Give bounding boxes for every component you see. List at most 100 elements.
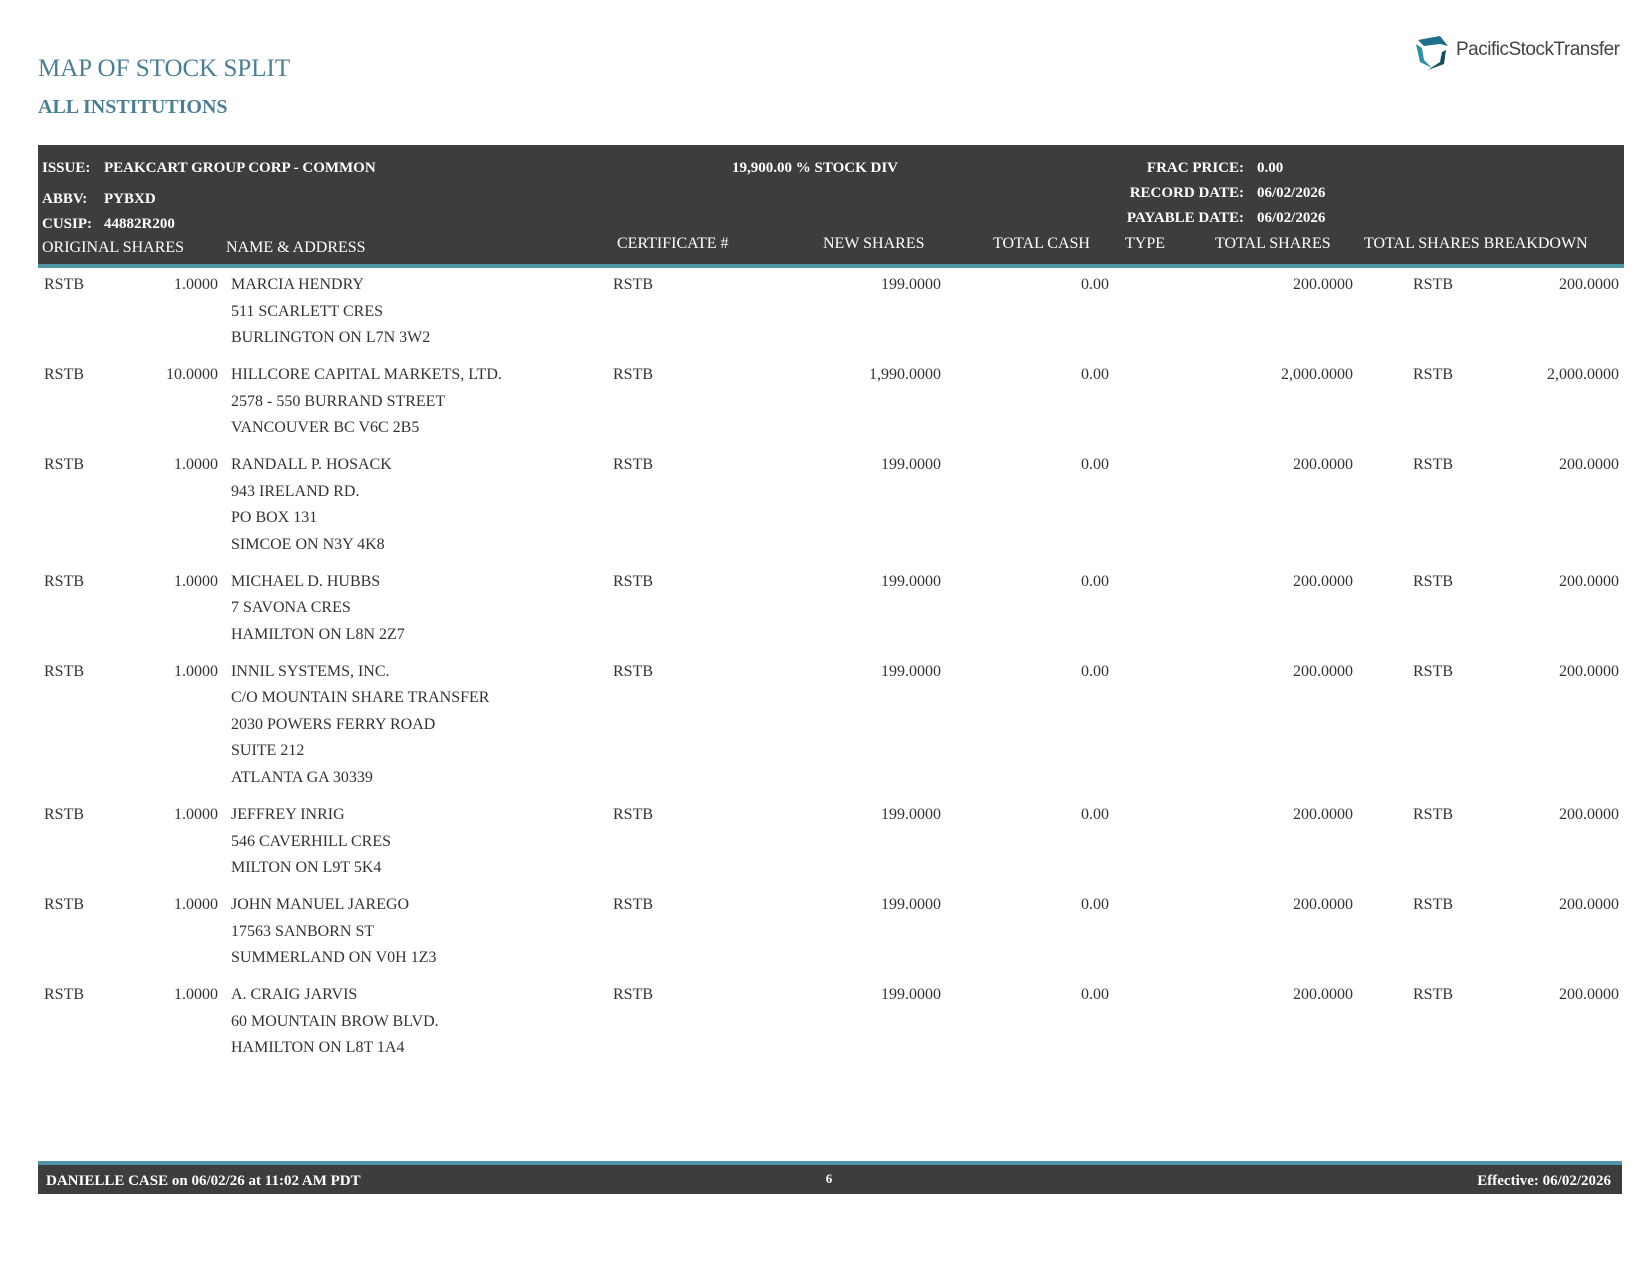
name-address-line: JOHN MANUEL JAREGO — [231, 896, 410, 914]
type: RSTB — [44, 896, 85, 914]
total-cash: 0.00 — [1081, 896, 1109, 914]
certificate: RSTB — [613, 456, 654, 474]
type: RSTB — [44, 572, 85, 590]
footer-user: DANIELLE CASE on 06/02/26 at 11:02 AM PD… — [46, 1173, 361, 1189]
name-address-line: 511 SCARLETT CRES — [231, 302, 384, 320]
total-shares: 200.0000 — [1293, 456, 1353, 474]
column-header: CERTIFICATE # — [617, 235, 729, 252]
issue: PEAKCART GROUP CORP - COMMON — [104, 160, 376, 176]
name-address-line: SIMCOE ON N3Y 4K8 — [231, 535, 385, 553]
name-address-line: JEFFREY INRIG — [231, 806, 345, 823]
name-address-line: SUMMERLAND ON V0H 1Z3 — [231, 949, 437, 967]
breakdown-shares: 200.0000 — [1559, 276, 1619, 293]
name-address-line: HAMILTON ON L8T 1A4 — [231, 1039, 405, 1057]
logo-icon — [1416, 36, 1448, 70]
type: RSTB — [44, 806, 85, 823]
column-header: NEW SHARES — [823, 235, 925, 252]
name-address-line: 60 MOUNTAIN BROW BLVD. — [231, 1012, 439, 1030]
abbv-label: ABBV: — [42, 191, 88, 207]
name-address-line: 2578 - 550 BURRAND STREET — [231, 392, 446, 410]
total-cash: 0.00 — [1081, 806, 1109, 823]
record-date-label: RECORD DATE: — [1129, 185, 1244, 201]
frac-price-label: FRAC PRICE: — [1146, 160, 1244, 176]
name-address-line: 2030 POWERS FERRY ROAD — [231, 715, 436, 733]
logo-text: PacificStockTransfer — [1456, 39, 1620, 60]
certificate: RSTB — [613, 276, 654, 293]
name-address-line: HAMILTON ON L8N 2Z7 — [231, 625, 405, 643]
new-shares: 199.0000 — [881, 986, 941, 1004]
header-band — [38, 145, 1624, 268]
original-shares: 1.0000 — [174, 806, 218, 823]
name-address-line: SUITE 212 — [231, 742, 305, 760]
breakdown-type: RSTB — [1413, 276, 1454, 293]
name-address-line: MICHAEL D. HUBBS — [231, 572, 381, 590]
name-address-line: INNIL SYSTEMS, INC. — [231, 662, 390, 680]
column-header: TYPE — [1125, 235, 1165, 252]
certificate: RSTB — [613, 806, 654, 823]
original-shares: 1.0000 — [174, 276, 218, 293]
frac-price: 0.00 — [1257, 160, 1284, 176]
certificate: RSTB — [613, 572, 654, 590]
breakdown-shares: 200.0000 — [1559, 986, 1619, 1004]
name-address-line: PO BOX 131 — [231, 509, 318, 527]
type: RSTB — [44, 662, 85, 680]
cusip-label: CUSIP: — [42, 216, 93, 232]
new-shares: 199.0000 — [881, 806, 941, 823]
name-address-line: 17563 SANBORN ST — [231, 922, 375, 940]
breakdown-type: RSTB — [1413, 662, 1454, 680]
report-title: MAP OF STOCK SPLIT — [38, 55, 291, 82]
name-address-line: MILTON ON L9T 5K4 — [231, 859, 382, 876]
breakdown-type: RSTB — [1413, 806, 1454, 823]
footer-band — [38, 1161, 1622, 1194]
original-shares: 1.0000 — [174, 572, 218, 590]
total-cash: 0.00 — [1081, 662, 1109, 680]
dividend: 19,900.00 % STOCK DIV — [732, 160, 898, 176]
certificate: RSTB — [613, 986, 654, 1004]
total-cash: 0.00 — [1081, 456, 1109, 474]
payable-date: 06/02/2026 — [1257, 210, 1326, 226]
name-address-line: RANDALL P. HOSACK — [231, 456, 392, 474]
breakdown-type: RSTB — [1413, 456, 1454, 474]
original-shares: 1.0000 — [174, 662, 218, 680]
total-shares: 200.0000 — [1293, 662, 1353, 680]
new-shares: 199.0000 — [881, 456, 941, 474]
breakdown-shares: 200.0000 — [1559, 572, 1619, 590]
column-header: TOTAL CASH — [993, 235, 1090, 252]
breakdown-shares: 200.0000 — [1559, 456, 1619, 474]
name-address-line: 7 SAVONA CRES — [231, 599, 351, 617]
issue-label: ISSUE: — [42, 160, 91, 176]
page-number: 6 — [825, 1171, 833, 1186]
total-shares: 200.0000 — [1293, 986, 1353, 1004]
breakdown-shares: 2,000.0000 — [1547, 366, 1619, 384]
new-shares: 199.0000 — [881, 572, 941, 590]
certificate: RSTB — [613, 366, 654, 384]
total-cash: 0.00 — [1081, 572, 1109, 590]
type: RSTB — [44, 986, 85, 1004]
new-shares: 199.0000 — [881, 662, 941, 680]
type: RSTB — [44, 366, 85, 384]
total-cash: 0.00 — [1081, 986, 1109, 1004]
total-shares: 2,000.0000 — [1281, 366, 1353, 384]
name-address-line: A. CRAIG JARVIS — [231, 986, 358, 1004]
breakdown-shares: 200.0000 — [1559, 662, 1619, 680]
breakdown-shares: 200.0000 — [1559, 896, 1619, 914]
original-shares: 1.0000 — [174, 456, 218, 474]
column-header: NAME & ADDRESS — [226, 239, 366, 256]
name-address-line: 943 IRELAND RD. — [231, 482, 360, 500]
name-address-line: C/O MOUNTAIN SHARE TRANSFER — [231, 689, 490, 707]
certificate: RSTB — [613, 896, 654, 914]
column-header: TOTAL SHARES — [1215, 235, 1331, 252]
name-address-line: MARCIA HENDRY — [231, 276, 364, 293]
breakdown-type: RSTB — [1413, 572, 1454, 590]
breakdown-type: RSTB — [1413, 896, 1454, 914]
effective-date: Effective: 06/02/2026 — [1477, 1173, 1611, 1189]
total-shares: 200.0000 — [1293, 806, 1353, 823]
column-header: TOTAL SHARES BREAKDOWN — [1364, 235, 1588, 252]
new-shares: 199.0000 — [881, 276, 941, 293]
breakdown-shares: 200.0000 — [1559, 806, 1619, 823]
name-address-line: ATLANTA GA 30339 — [231, 768, 373, 786]
abbv: PYBXD — [104, 191, 156, 207]
type: RSTB — [44, 276, 85, 293]
total-cash: 0.00 — [1081, 276, 1109, 293]
